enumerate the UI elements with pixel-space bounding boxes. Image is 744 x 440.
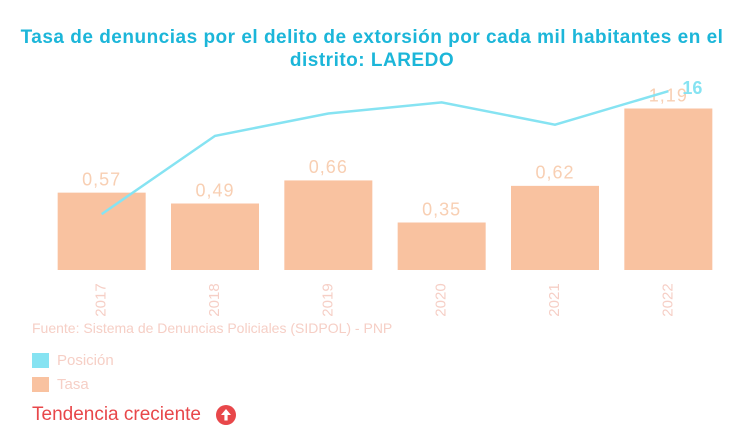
data-label: 0,57: [82, 169, 121, 189]
bar: [171, 203, 259, 270]
trend-label: Tendencia creciente: [32, 404, 201, 425]
data-label: 0,35: [422, 199, 461, 219]
x-tick-label: 2022: [659, 283, 676, 316]
x-tick-label: 2018: [206, 283, 223, 316]
bar: [397, 222, 486, 270]
data-label: 0,62: [535, 163, 574, 183]
line: [100, 89, 669, 216]
bar: [57, 192, 146, 270]
data-label: 1,19: [649, 85, 688, 105]
data-label: 0,49: [195, 180, 234, 200]
data-label: 16: [682, 78, 702, 98]
trend-icon: [216, 405, 236, 425]
bar: [624, 108, 713, 270]
legend-swatch: [32, 352, 49, 368]
bar: [284, 180, 373, 270]
legend-label: Posición: [57, 351, 114, 369]
x-tick-label: 2019: [319, 283, 336, 316]
legend-swatch: [32, 376, 49, 392]
x-tick-label: 2021: [546, 283, 563, 316]
legend: Posición Tasa: [32, 348, 114, 396]
trend-indicator: Tendencia creciente: [32, 404, 237, 426]
chart: 2017 2018 2019 2020 2021 2022 0,57 0,49 0,66 0,35…: [57, 78, 713, 317]
legend-item[interactable]: Posición: [32, 348, 114, 372]
chart-title: Tasa de denuncias por el delito de extor…: [20, 27, 724, 71]
bar: [511, 185, 599, 270]
x-tick-label: 2020: [433, 283, 450, 316]
x-tick-label: 2017: [93, 283, 110, 316]
legend-item[interactable]: Tasa: [32, 372, 114, 396]
data-label: 0,66: [309, 157, 348, 177]
source-note: Fuente: Sistema de Denuncias Policiales …: [32, 320, 393, 336]
legend-label: Tasa: [57, 375, 89, 393]
